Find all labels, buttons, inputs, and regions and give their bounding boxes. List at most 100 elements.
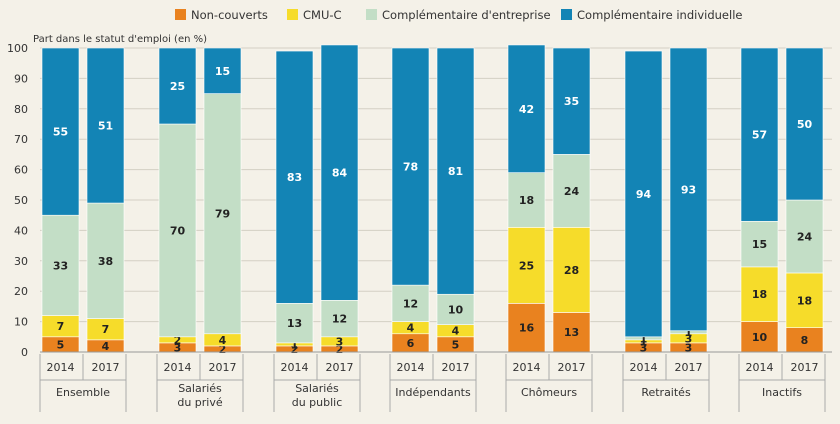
data-label: 24 [797, 230, 813, 243]
y-tick-label: 40 [14, 224, 28, 237]
data-label: 78 [403, 161, 418, 174]
y-tick-label: 80 [14, 103, 28, 116]
data-label: 4 [102, 340, 110, 353]
data-label: 16 [519, 322, 535, 335]
x-tick-label: 2017 [442, 361, 470, 374]
data-label: 6 [407, 337, 415, 350]
x-tick-label: 2017 [558, 361, 586, 374]
bar-segment [552, 227, 591, 313]
legend-swatch [561, 9, 572, 20]
group-label: Indépendants [395, 386, 471, 399]
legend-label: Non-couverts [191, 8, 268, 22]
data-label: 84 [332, 167, 348, 180]
x-tick-label: 2017 [92, 361, 120, 374]
data-label: 18 [752, 288, 767, 301]
bar-segment [740, 266, 779, 322]
bar-segment [203, 93, 242, 335]
data-label: 2 [336, 343, 344, 356]
x-tick-label: 2017 [791, 361, 819, 374]
bar-segment [740, 47, 779, 222]
y-tick-label: 10 [14, 316, 28, 329]
data-label: 1 [640, 332, 648, 345]
data-label: 83 [287, 171, 302, 184]
bar-segment [320, 300, 359, 338]
bar-segment [158, 47, 197, 125]
bar-segment [275, 303, 314, 344]
x-tick-label: 2014 [746, 361, 774, 374]
y-tick-label: 100 [7, 42, 28, 55]
bar-segment [507, 172, 546, 228]
group-label: Chômeurs [521, 386, 577, 399]
legend-label: Complémentaire individuelle [577, 8, 742, 22]
data-label: 5 [57, 338, 65, 351]
x-tick-label: 2014 [164, 361, 192, 374]
data-label: 70 [170, 224, 186, 237]
data-label: 81 [448, 165, 463, 178]
data-label: 3 [685, 332, 693, 345]
bar-segment [86, 202, 125, 319]
data-label: 2 [291, 343, 299, 356]
bar-segment [552, 47, 591, 155]
data-label: 1 [685, 326, 693, 339]
x-tick-label: 2014 [397, 361, 425, 374]
data-label: 3 [685, 341, 693, 354]
data-label: 7 [57, 320, 65, 333]
bar-segment [391, 284, 430, 322]
x-tick-label: 2014 [47, 361, 75, 374]
bar-segment [507, 44, 546, 173]
data-label: 4 [407, 322, 415, 335]
bar-segment [552, 312, 591, 353]
x-tick-label: 2017 [675, 361, 703, 374]
data-label: 5 [452, 338, 460, 351]
bar-segment [203, 47, 242, 94]
bar-segment [785, 47, 824, 201]
data-label: 94 [636, 188, 652, 201]
group-label: du public [292, 396, 343, 409]
data-label: 55 [53, 126, 68, 139]
x-tick-label: 2014 [281, 361, 309, 374]
data-label: 10 [448, 303, 464, 316]
bar-segment [41, 47, 80, 216]
bar-segment [785, 272, 824, 328]
legend-swatch [366, 9, 377, 20]
y-tick-label: 20 [14, 285, 28, 298]
bar-segment [669, 47, 708, 332]
x-tick-label: 2014 [630, 361, 658, 374]
data-label: 4 [219, 334, 227, 347]
data-label: 1 [640, 335, 648, 348]
y-tick-label: 90 [14, 72, 28, 85]
bar-segment [507, 303, 546, 353]
legend-label: CMU-C [303, 8, 342, 22]
y-axis-label: Part dans le statut d'emploi (en %) [33, 34, 207, 45]
data-label: 15 [215, 65, 230, 78]
data-label: 18 [797, 294, 812, 307]
y-tick-label: 60 [14, 164, 28, 177]
bar-segment [86, 47, 125, 204]
x-tick-label: 2017 [326, 361, 354, 374]
data-label: 4 [452, 325, 460, 338]
bar-segment [785, 199, 824, 274]
data-label: 38 [98, 255, 113, 268]
data-label: 3 [336, 335, 344, 348]
data-label: 3 [640, 341, 648, 354]
data-label: 25 [519, 259, 534, 272]
data-label: 13 [287, 317, 302, 330]
group-label: du privé [177, 396, 223, 409]
bar-segment [436, 47, 475, 295]
data-label: 42 [519, 103, 534, 116]
data-label: 12 [403, 297, 418, 310]
group-label: Salariés [178, 382, 222, 395]
bar-segment [436, 293, 475, 325]
bar-segment [320, 44, 359, 301]
data-label: 33 [53, 259, 68, 272]
data-label: 13 [564, 326, 579, 339]
data-label: 10 [752, 331, 768, 344]
group-label: Retraités [641, 386, 691, 399]
legend-swatch [287, 9, 298, 20]
data-label: 24 [564, 185, 580, 198]
x-tick-label: 2014 [513, 361, 541, 374]
group-label: Salariés [295, 382, 339, 395]
data-label: 7 [102, 323, 110, 336]
data-label: 15 [752, 238, 767, 251]
